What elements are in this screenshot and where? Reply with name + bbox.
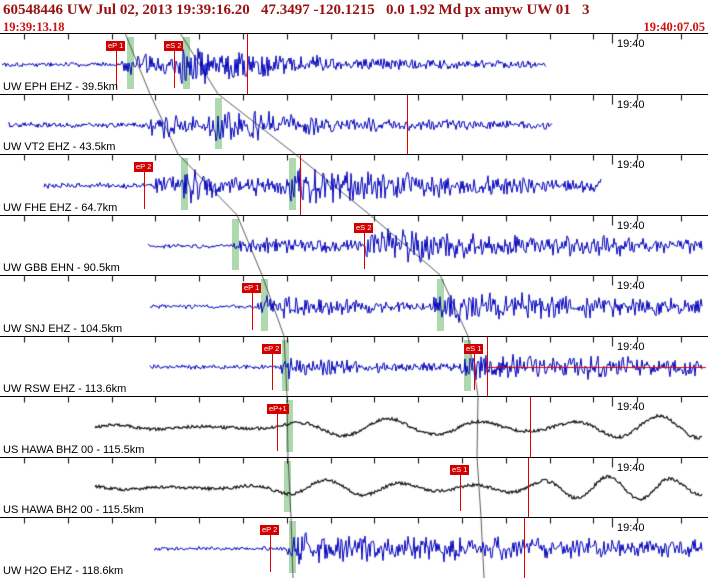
phase-pick-flag[interactable]: eP 1 [242,283,262,293]
phase-pick-flag[interactable]: eS 1 [464,344,484,354]
minute-label: 19:40 [617,401,645,413]
phase-pick-line [174,42,175,88]
trace-area[interactable]: eP 1 eS 2 19:40 UW EPH EHZ - 39.5km 19:40 UW … [0,33,708,578]
pick-time-line [407,95,408,154]
window-end-time: 19:40:07.05 [643,20,705,34]
station-label: UW VT2 EHZ - 43.5km [3,141,116,153]
phase-pick-line [460,466,461,511]
minute-label: 19:40 [617,38,645,50]
phase-pick-line [364,224,365,269]
phase-pick-line [270,526,271,572]
phase-pick-line [272,345,273,390]
minute-label: 19:40 [617,280,645,292]
pick-time-line [528,458,529,517]
minute-label: 19:40 [617,220,645,232]
phase-pick-line [277,405,278,451]
phase-pick-flag[interactable]: eP 2 [262,344,282,354]
minute-label: 19:40 [617,462,645,474]
phase-pick-line [116,42,117,88]
station-label: UW FHE EHZ - 64.7km [3,202,118,214]
station-label: UW RSW EHZ - 113.6km [3,383,127,395]
minute-label: 19:40 [617,522,645,534]
minute-label: 19:40 [617,341,645,353]
pick-time-line [524,518,525,578]
waveform-canvas[interactable] [0,33,708,578]
pick-time-line [530,397,531,457]
minute-label: 19:40 [617,159,645,171]
pick-time-line [487,337,488,396]
phase-pick-flag[interactable]: eS 2 [164,41,184,51]
phase-pick-line [252,284,253,330]
phase-pick-flag[interactable]: eS 2 [354,223,374,233]
pick-time-line [300,155,301,215]
station-label: US HAWA BH2 00 - 115.5km [3,504,144,516]
station-label: UW GBB EHN - 90.5km [3,262,120,274]
phase-pick-flag[interactable]: eS 1 [450,465,470,475]
event-summary-header: 60548446 UW Jul 02, 2013 19:39:16.20 47.… [3,2,590,18]
station-label: US HAWA BHZ 00 - 115.5km [3,444,145,456]
phase-pick-line [144,163,145,209]
station-label: UW EPH EHZ - 39.5km [3,81,118,93]
time-window-bar: 19:39:13.18 19:40:07.05 [0,20,708,34]
phase-pick-flag[interactable]: eP 2 [260,525,280,535]
phase-pick-line [474,345,475,390]
station-label: UW SNJ EHZ - 104.5km [3,323,123,335]
phase-pick-flag[interactable]: eP+1 [267,404,289,414]
phase-pick-flag[interactable]: eP 1 [106,41,126,51]
phase-pick-flag[interactable]: eP 2 [134,162,154,172]
minute-label: 19:40 [617,99,645,111]
window-start-time: 19:39:13.18 [3,20,65,34]
pick-time-line [247,34,248,94]
station-label: UW H2O EHZ - 118.6km [3,565,124,577]
